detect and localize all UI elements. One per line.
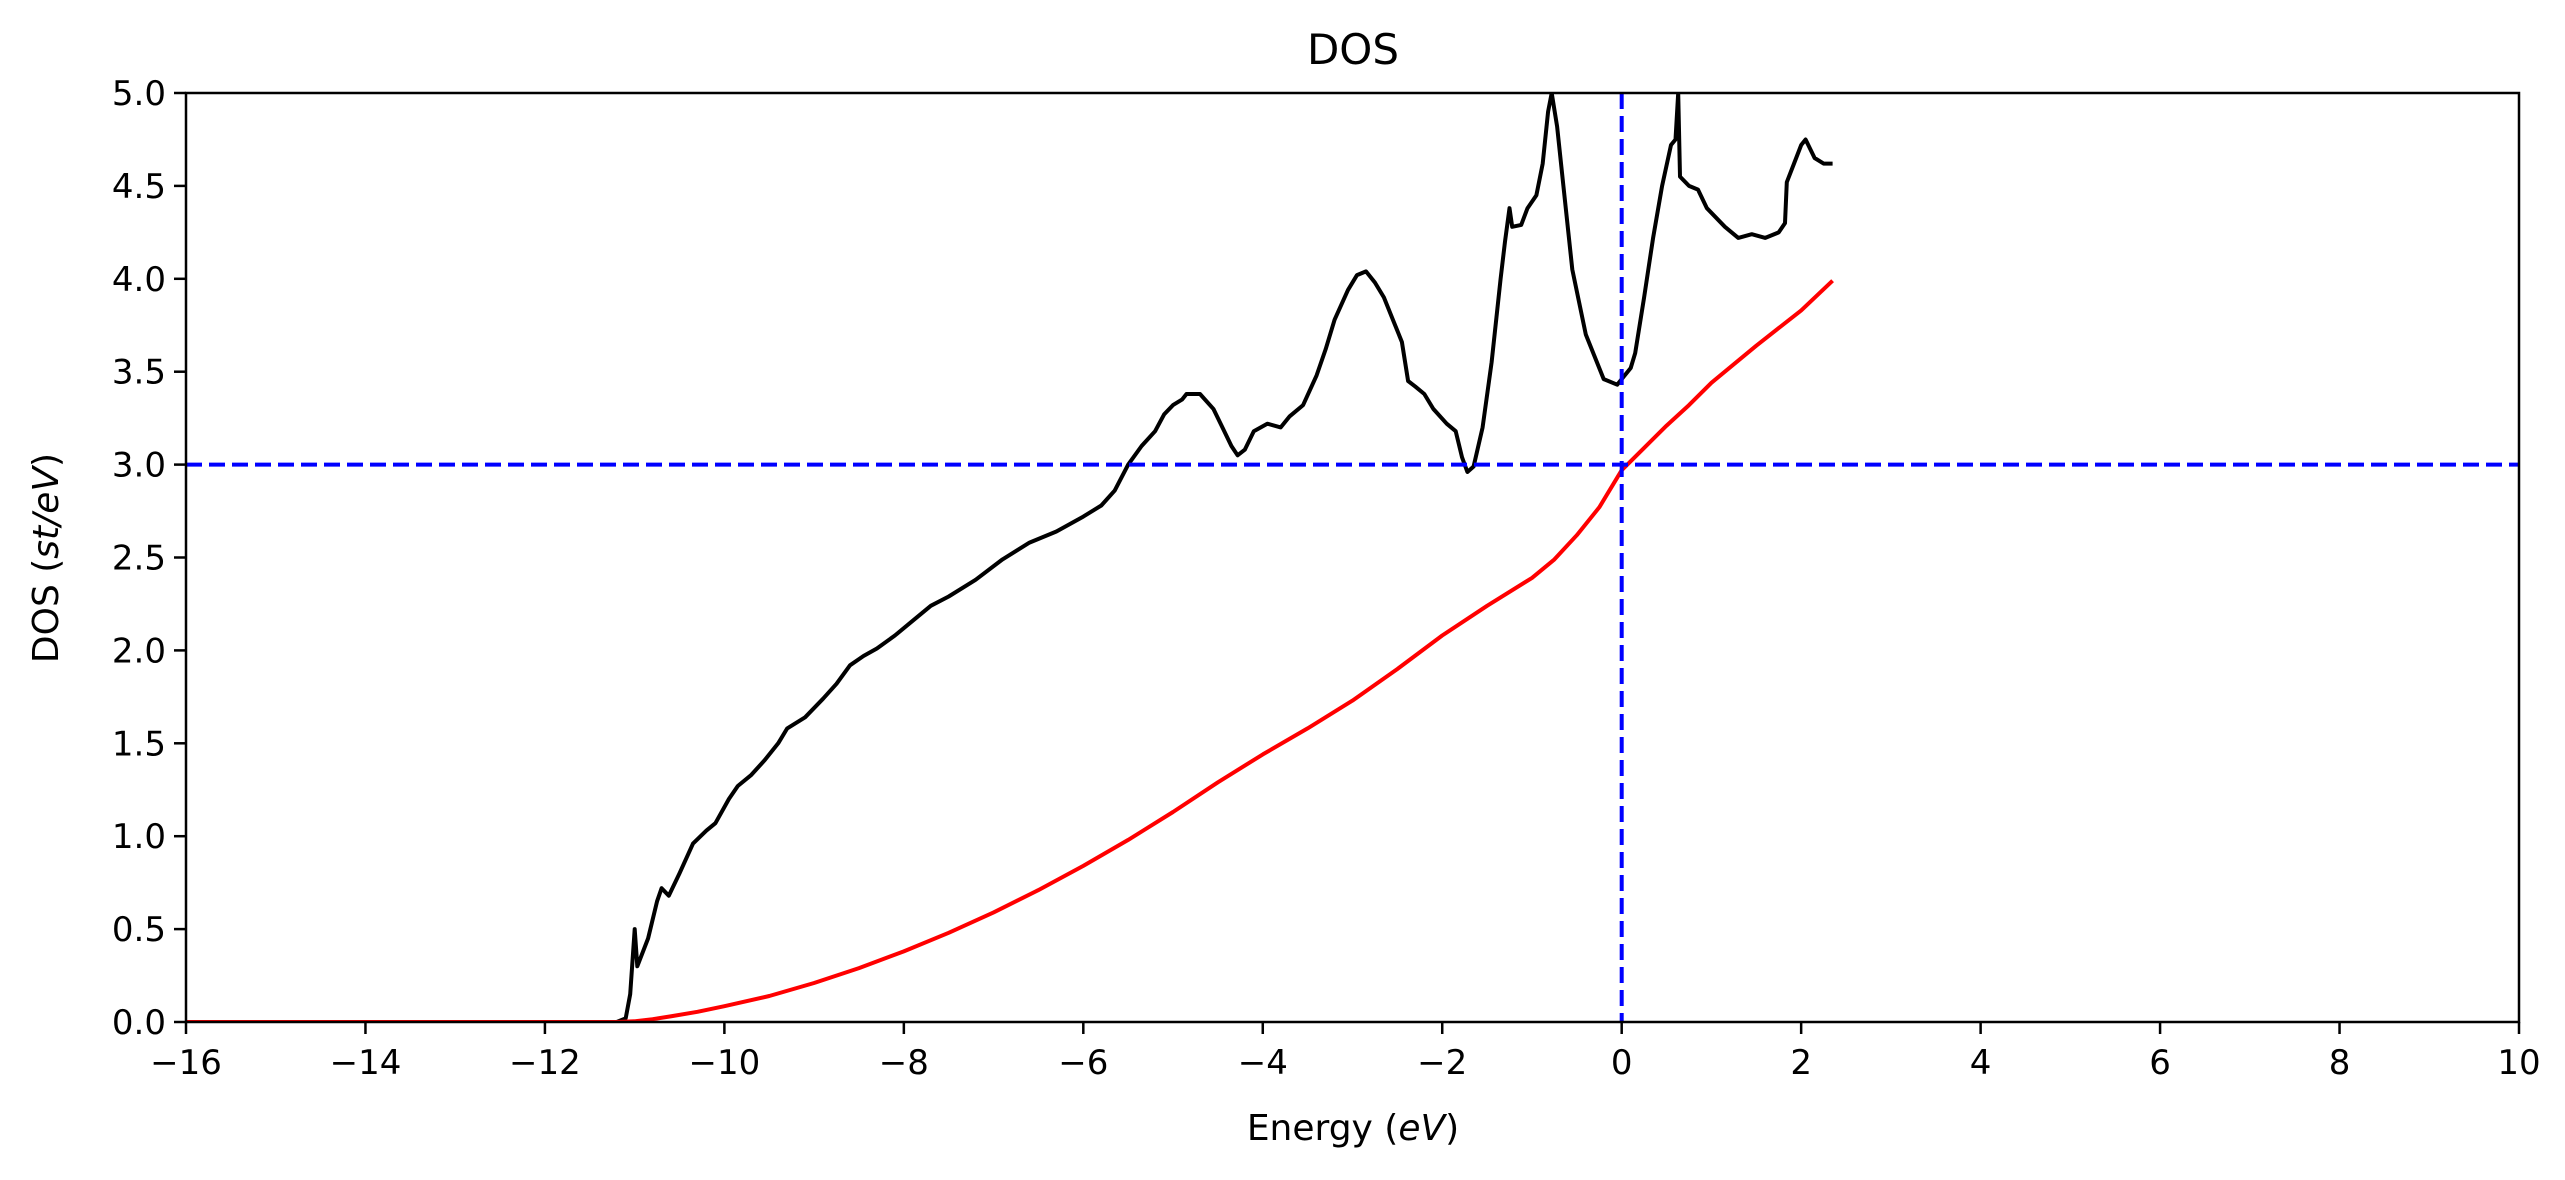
x-tick-label: 4 xyxy=(1970,1043,1992,1083)
y-tick-label: 4.0 xyxy=(112,260,166,300)
x-tick-label: 2 xyxy=(1790,1043,1812,1083)
x-axis-label-unit: eV xyxy=(1398,1108,1447,1149)
y-tick-label: 5.0 xyxy=(112,74,166,114)
y-tick-label: 1.5 xyxy=(112,724,166,764)
y-axis-ticks: 0.0 0.5 1.0 1.5 2.0 2.5 3.0 3.5 4.0 4.5 5.0 xyxy=(112,74,186,1043)
y-tick-label: 0.5 xyxy=(112,910,166,950)
x-axis-label: Energy (eV) xyxy=(1247,1108,1459,1149)
x-tick-label: 0 xyxy=(1611,1043,1633,1083)
y-tick-label: 4.5 xyxy=(112,167,166,207)
x-tick-label: −12 xyxy=(509,1043,581,1083)
x-tick-label: 8 xyxy=(2329,1043,2351,1083)
plot-frame xyxy=(184,91,2521,1024)
y-tick-label: 2.0 xyxy=(112,631,166,671)
x-axis-ticks: −16 −14 −12 −10 −8 −6 −4 −2 0 2 4 6 8 10 xyxy=(150,1022,2541,1083)
y-tick-label: 0.0 xyxy=(112,1003,166,1043)
plot-area xyxy=(186,93,2519,1022)
y-tick-label: 3.0 xyxy=(112,446,166,486)
x-tick-label: −4 xyxy=(1238,1043,1288,1083)
x-tick-label: 6 xyxy=(2149,1043,2171,1083)
x-tick-label: 10 xyxy=(2497,1043,2540,1083)
y-axis-label: DOS (st/eV) xyxy=(26,453,67,663)
y-axis-label-unit: st/eV xyxy=(26,465,67,559)
y-tick-label: 2.5 xyxy=(112,539,166,579)
chart-title: DOS xyxy=(1307,25,1399,74)
y-axis-label-suffix: ) xyxy=(26,453,67,467)
y-axis-label-prefix: DOS ( xyxy=(26,559,67,663)
x-tick-label: −16 xyxy=(150,1043,222,1083)
dos-series-line-2 xyxy=(186,279,1834,1022)
x-tick-label: −8 xyxy=(879,1043,929,1083)
x-tick-label: −6 xyxy=(1058,1043,1108,1083)
dos-series-line-1 xyxy=(186,93,1833,1022)
y-tick-label: 3.5 xyxy=(112,353,166,393)
x-tick-label: −2 xyxy=(1417,1043,1467,1083)
x-axis-label-suffix: ) xyxy=(1445,1108,1459,1149)
y-tick-label: 1.0 xyxy=(112,817,166,857)
x-axis-label-prefix: Energy ( xyxy=(1247,1108,1399,1149)
x-tick-label: −14 xyxy=(330,1043,402,1083)
x-tick-label: −10 xyxy=(689,1043,761,1083)
